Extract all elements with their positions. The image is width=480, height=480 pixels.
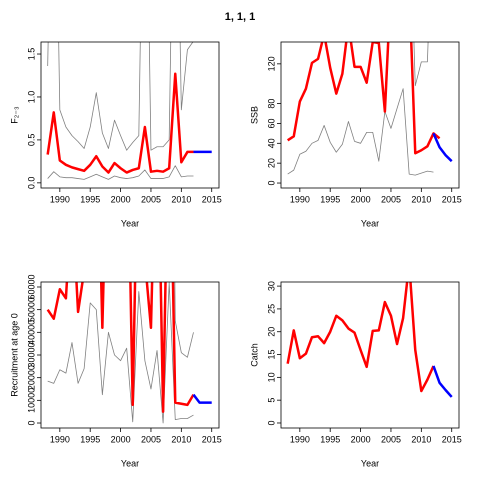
- x-tick-label: 2000: [111, 434, 131, 444]
- x-tick-label: 2010: [411, 194, 431, 204]
- y-tick-label: 1.0: [26, 91, 36, 104]
- x-tick-label: 2005: [141, 434, 161, 444]
- x-tick-label: 2010: [171, 194, 191, 204]
- series-line: [286, 282, 435, 393]
- y-tick-label: 30: [266, 281, 276, 291]
- plot-area: [46, 282, 212, 424]
- y-tick-label: 30000: [26, 342, 36, 367]
- series-line: [432, 132, 453, 163]
- y-tick-label: 60000: [26, 274, 36, 299]
- y-axis-label: Catch: [249, 343, 259, 367]
- x-tick-label: 1990: [50, 194, 70, 204]
- y-tick-label: 0: [26, 421, 36, 426]
- plot-area: [286, 42, 453, 176]
- figure-title: 1, 1, 1: [225, 11, 256, 23]
- y-tick-label: 15: [266, 350, 276, 360]
- y-tick-label: 20: [266, 158, 276, 168]
- x-tick-label: 1995: [80, 194, 100, 204]
- x-tick-label: 2000: [111, 194, 131, 204]
- x-tick-label: 2015: [442, 194, 462, 204]
- y-axis-label: SSB: [249, 106, 259, 124]
- x-axis-label: Year: [121, 218, 139, 228]
- x-tick-label: 2010: [171, 434, 191, 444]
- plot-frame: [280, 281, 460, 429]
- y-tick-label: 0: [266, 420, 276, 425]
- y-tick-label: 0.5: [26, 134, 36, 147]
- plot-area: [286, 282, 453, 398]
- y-tick-label: 60: [266, 118, 276, 128]
- series-line: [47, 165, 194, 180]
- y-tick-label: 1.5: [26, 48, 36, 61]
- series-line: [432, 365, 453, 398]
- y-tick-label: 80: [266, 99, 276, 109]
- x-tick-label: 1990: [290, 194, 310, 204]
- y-tick-label: 25: [266, 304, 276, 314]
- y-tick-label: 40: [266, 138, 276, 148]
- x-tick-label: 2005: [141, 194, 161, 204]
- x-tick-label: 2000: [351, 194, 371, 204]
- series-line: [47, 282, 194, 424]
- y-tick-label: 5: [266, 398, 276, 403]
- x-tick-label: 2000: [351, 434, 371, 444]
- x-tick-label: 1990: [50, 434, 70, 444]
- y-tick-label: 0: [266, 181, 276, 186]
- series-line: [46, 72, 194, 174]
- x-tick-label: 2005: [381, 194, 401, 204]
- series-line: [47, 42, 194, 151]
- x-tick-label: 2015: [202, 434, 222, 444]
- x-tick-label: 1995: [80, 434, 100, 444]
- x-axis-label: Year: [361, 458, 379, 468]
- x-tick-label: 1990: [290, 434, 310, 444]
- y-axis-label: Recruitment at age 0: [9, 313, 19, 397]
- y-axis-label: F₂₋₃: [9, 106, 19, 124]
- plot-frame: [280, 41, 460, 189]
- x-tick-label: 1995: [320, 434, 340, 444]
- x-axis-label: Year: [121, 458, 139, 468]
- plot-area: [46, 42, 212, 180]
- y-tick-label: 40000: [26, 320, 36, 345]
- y-tick-label: 50000: [26, 297, 36, 322]
- series-line: [286, 42, 441, 155]
- x-tick-label: 2015: [442, 434, 462, 444]
- x-tick-label: 2010: [411, 434, 431, 444]
- x-tick-label: 2015: [202, 194, 222, 204]
- x-axis-label: Year: [361, 218, 379, 228]
- series-line: [287, 88, 434, 176]
- x-tick-label: 2005: [381, 434, 401, 444]
- plot-frame: [40, 41, 220, 189]
- series-line: [192, 393, 212, 404]
- y-tick-label: 20000: [26, 365, 36, 390]
- y-tick-label: 10000: [26, 388, 36, 413]
- y-tick-label: 0.0: [26, 177, 36, 190]
- y-tick-label: 10: [266, 372, 276, 382]
- y-tick-label: 20: [266, 327, 276, 337]
- y-tick-label: 120: [266, 56, 276, 71]
- x-tick-label: 1995: [320, 194, 340, 204]
